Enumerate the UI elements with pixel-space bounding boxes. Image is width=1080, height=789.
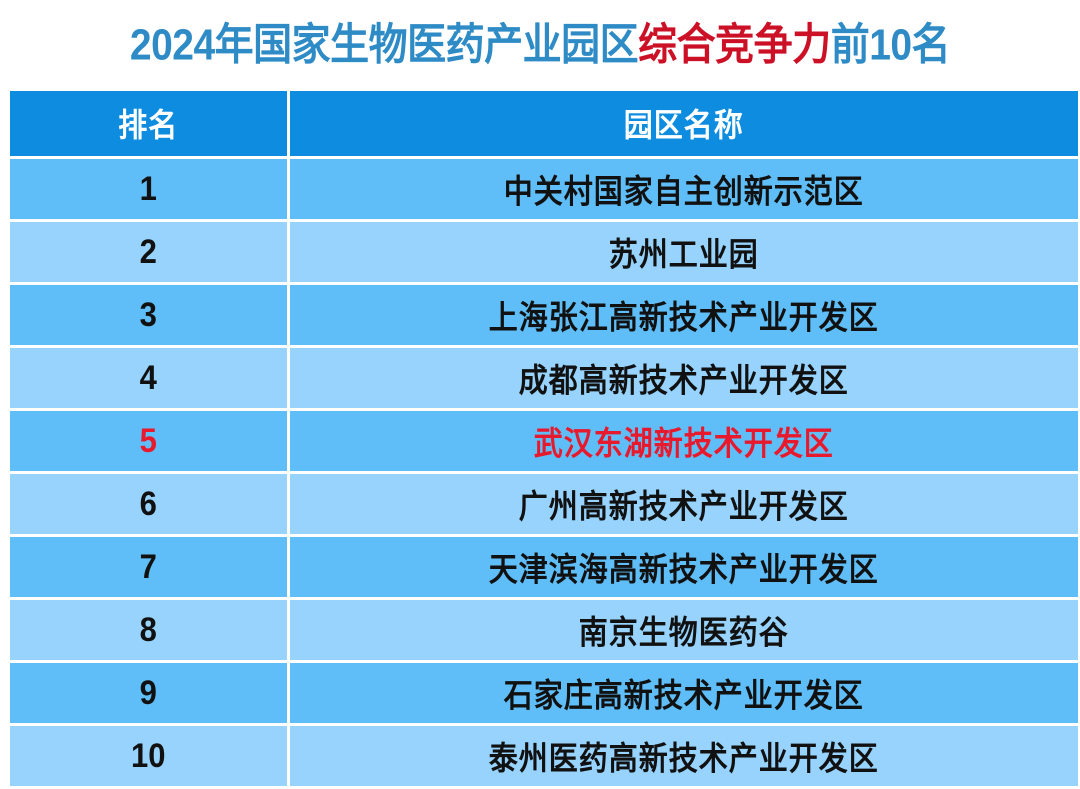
park-name-value: 广州高新技术产业开发区: [518, 488, 849, 525]
park-name-value: 上海张江高新技术产业开发区: [488, 299, 879, 336]
cell-rank: 6: [10, 472, 290, 537]
cell-park-name: 武汉东湖新技术开发区: [288, 409, 1078, 474]
table-header-row: 排名 园区名称: [10, 91, 1078, 159]
park-name-value: 苏州工业园: [608, 236, 759, 273]
cell-rank: 5: [10, 409, 290, 474]
table-row: 9 石家庄高新技术产业开发区: [10, 661, 1078, 726]
rank-value: 7: [139, 546, 157, 586]
park-name-value: 武汉东湖新技术开发区: [533, 425, 834, 462]
table-row: 4 成都高新技术产业开发区: [10, 346, 1078, 411]
cell-park-name: 中关村国家自主创新示范区: [288, 157, 1078, 222]
table-row: 7 天津滨海高新技术产业开发区: [10, 535, 1078, 600]
title-segment-red: 综合竞争力: [638, 21, 831, 70]
column-header-park-name: 园区名称: [288, 91, 1078, 159]
column-header-rank-label: 排名: [118, 108, 179, 145]
cell-park-name: 泰州医药高新技术产业开发区: [288, 724, 1078, 789]
table-row: 10 泰州医药高新技术产业开发区: [10, 724, 1078, 789]
title-segment-blue-tail: 前10名: [830, 21, 951, 70]
rank-value: 4: [139, 357, 157, 397]
rank-value: 1: [139, 168, 157, 208]
cell-rank: 8: [10, 598, 290, 663]
page-title-text: 2024年国家生物医药产业园区综合竞争力前10名: [129, 21, 951, 70]
rank-value: 2: [139, 231, 157, 271]
park-name-value: 天津滨海高新技术产业开发区: [488, 551, 879, 588]
park-name-value: 成都高新技术产业开发区: [518, 362, 849, 399]
title-segment-blue-lead: 2024年国家生物医药产业园区: [129, 21, 639, 70]
cell-park-name: 天津滨海高新技术产业开发区: [288, 535, 1078, 600]
cell-park-name: 广州高新技术产业开发区: [288, 472, 1078, 537]
column-header-park-name-label: 园区名称: [623, 108, 744, 145]
cell-rank: 7: [10, 535, 290, 600]
cell-park-name: 成都高新技术产业开发区: [288, 346, 1078, 411]
table-row: 2 苏州工业园: [10, 220, 1078, 285]
table-row: 1 中关村国家自主创新示范区: [10, 157, 1078, 222]
park-name-value: 石家庄高新技术产业开发区: [503, 677, 864, 714]
rank-value: 6: [139, 483, 157, 523]
park-name-value: 南京生物医药谷: [578, 614, 789, 651]
table-row: 3 上海张江高新技术产业开发区: [10, 283, 1078, 348]
cell-rank: 2: [10, 220, 290, 285]
cell-rank: 10: [10, 724, 290, 789]
rank-value: 9: [139, 672, 157, 712]
rank-value: 8: [139, 609, 157, 649]
table-row: 6 广州高新技术产业开发区: [10, 472, 1078, 537]
rank-value: 3: [139, 294, 157, 334]
cell-rank: 9: [10, 661, 290, 726]
cell-rank: 1: [10, 157, 290, 222]
page-title: 2024年国家生物医药产业园区综合竞争力前10名: [0, 0, 1080, 91]
table-body: 1 中关村国家自主创新示范区 2 苏州工业园 3 上海张江高新技术产业开发区 4 成都高新技术…: [10, 157, 1078, 789]
column-header-rank: 排名: [10, 91, 290, 159]
ranking-table: 排名 园区名称 1 中关村国家自主创新示范区 2 苏州工业园 3 上海张江高新技术产业开发…: [10, 91, 1078, 789]
rank-value: 10: [131, 735, 166, 775]
table-row: 8 南京生物医药谷: [10, 598, 1078, 663]
rank-value: 5: [139, 420, 157, 460]
park-name-value: 泰州医药高新技术产业开发区: [488, 740, 879, 777]
park-name-value: 中关村国家自主创新示范区: [503, 173, 864, 210]
cell-park-name: 苏州工业园: [288, 220, 1078, 285]
cell-rank: 4: [10, 346, 290, 411]
table-header: 排名 园区名称: [10, 91, 1078, 159]
cell-rank: 3: [10, 283, 290, 348]
cell-park-name: 上海张江高新技术产业开发区: [288, 283, 1078, 348]
cell-park-name: 石家庄高新技术产业开发区: [288, 661, 1078, 726]
cell-park-name: 南京生物医药谷: [288, 598, 1078, 663]
table-row: 5 武汉东湖新技术开发区: [10, 409, 1078, 474]
